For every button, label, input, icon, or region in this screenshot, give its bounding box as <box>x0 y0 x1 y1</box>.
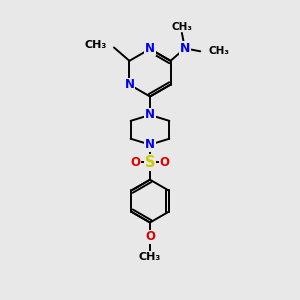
Text: O: O <box>131 156 141 169</box>
Text: N: N <box>180 42 190 55</box>
Text: N: N <box>145 108 155 122</box>
Text: N: N <box>145 42 155 56</box>
Text: CH₃: CH₃ <box>208 46 230 56</box>
Text: O: O <box>159 156 169 169</box>
Text: N: N <box>145 138 155 151</box>
Text: CH₃: CH₃ <box>139 252 161 262</box>
Text: S: S <box>145 155 155 170</box>
Text: CH₃: CH₃ <box>171 22 192 32</box>
Text: O: O <box>145 230 155 243</box>
Text: CH₃: CH₃ <box>84 40 106 50</box>
Text: N: N <box>124 78 134 91</box>
